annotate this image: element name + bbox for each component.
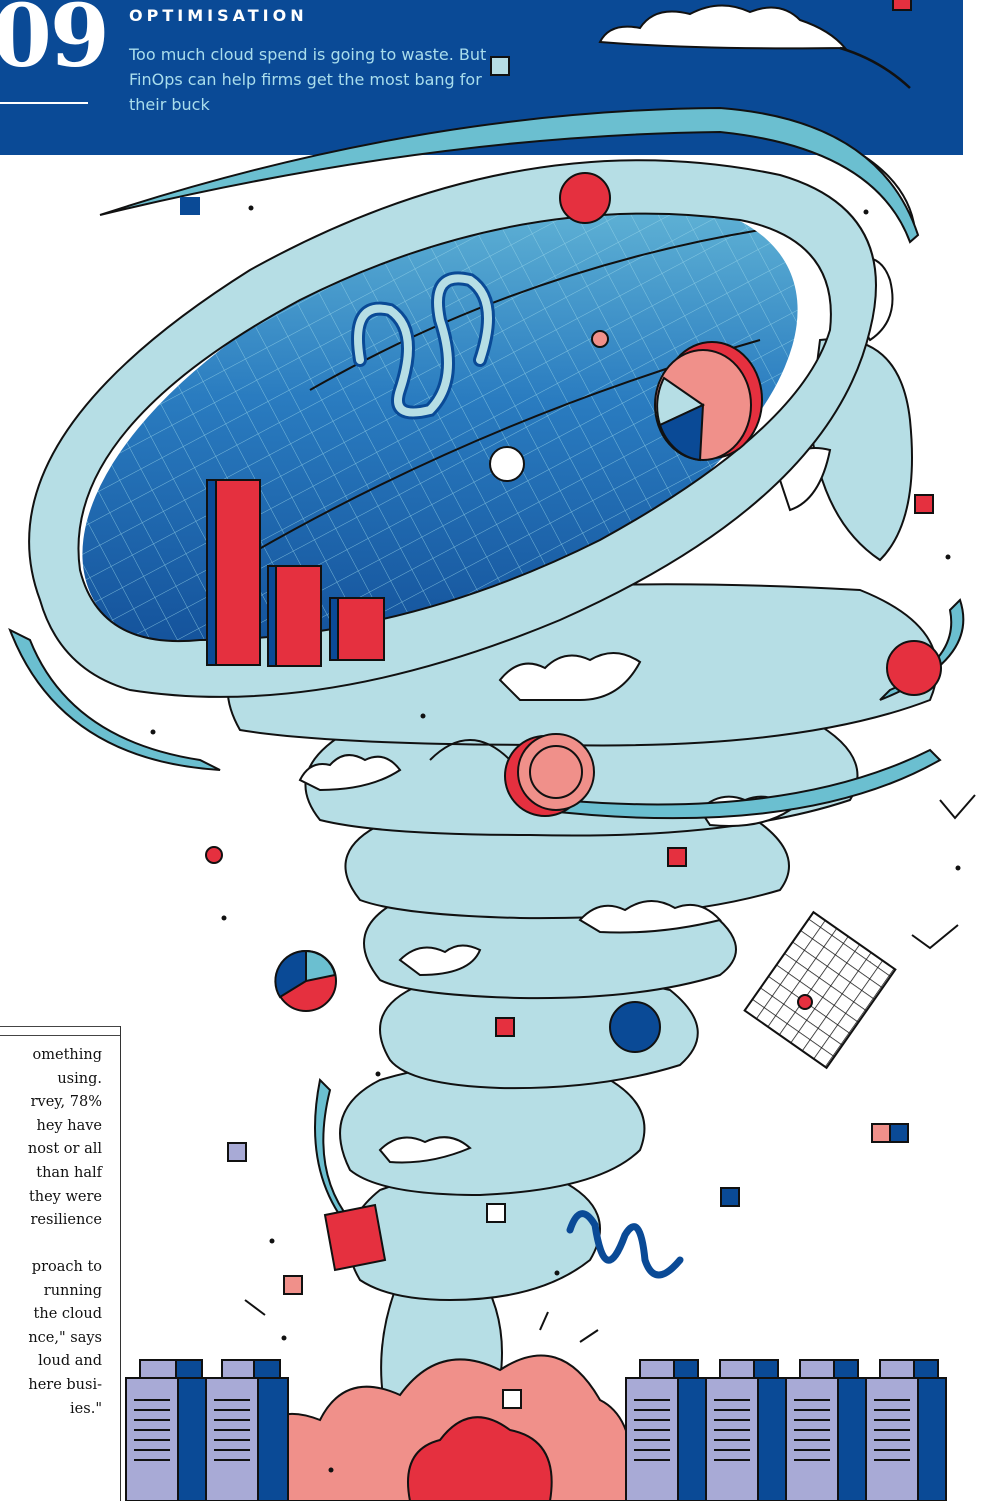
article-paragraph-2: proach to running the cloud nce," says l… xyxy=(28,1259,102,1417)
standfirst: Too much cloud spend is going to waste. … xyxy=(129,45,487,114)
pie-chart-icon xyxy=(654,341,763,462)
tornado-icon xyxy=(226,338,938,1452)
number-underline xyxy=(0,102,88,104)
column-rules xyxy=(0,1026,120,1036)
coin-icon xyxy=(504,733,595,817)
grid-screen xyxy=(743,910,897,1070)
bar-chart-icon xyxy=(206,479,385,667)
section-number: 09 xyxy=(0,0,110,87)
pie-chart-icon xyxy=(274,949,337,1012)
cloud-icon xyxy=(598,4,911,89)
square-decoration xyxy=(490,56,510,76)
square-decoration xyxy=(892,0,912,11)
article-paragraph-1: omething using. rvey, 78% hey have nost … xyxy=(27,1047,102,1229)
article-column: omething using. rvey, 78% hey have nost … xyxy=(0,1026,121,1501)
server-rack-icon xyxy=(125,1359,289,1501)
section-kicker: OPTIMISATION xyxy=(129,6,308,25)
